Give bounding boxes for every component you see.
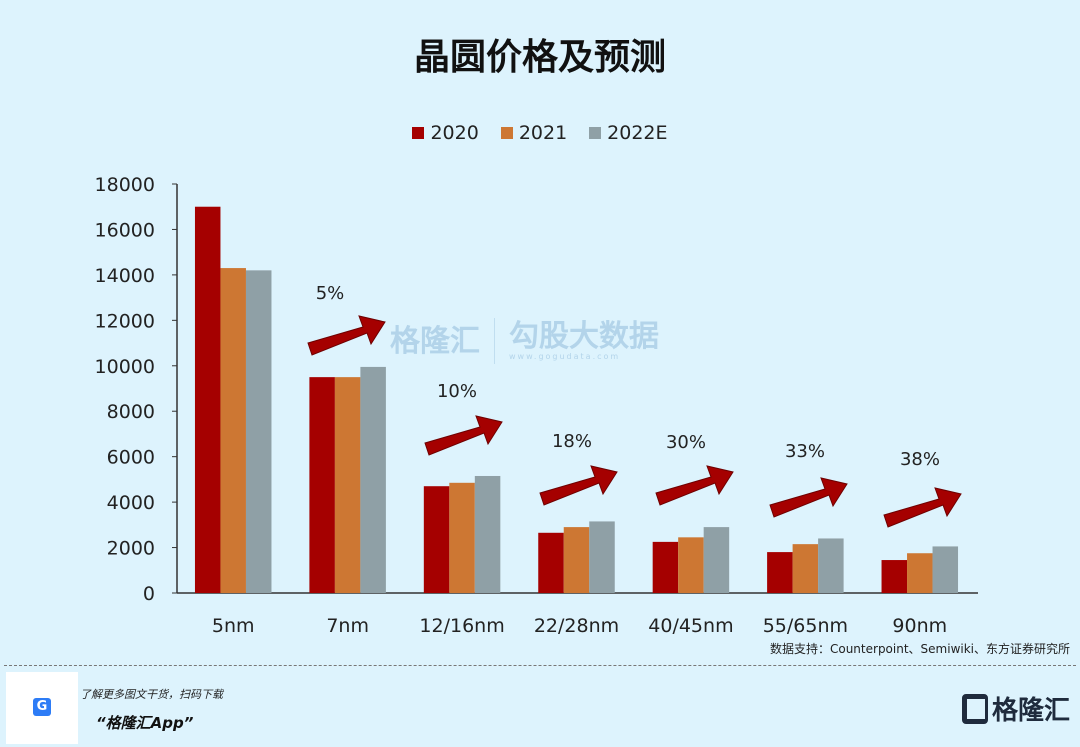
legend-swatch bbox=[589, 127, 602, 139]
bar-2020-40/45nm bbox=[652, 541, 679, 593]
trend-arrow-icon bbox=[307, 315, 386, 356]
watermark-divider bbox=[494, 318, 495, 364]
x-tick-label: 40/45nm bbox=[648, 615, 733, 637]
app-name: “格隆汇App” bbox=[96, 714, 194, 732]
bar-2021-55/65nm bbox=[792, 544, 819, 593]
y-tick-label: 10000 bbox=[95, 356, 155, 378]
y-tick-label: 4000 bbox=[107, 492, 155, 514]
bar-2021-40/45nm bbox=[678, 537, 704, 593]
growth-annotation: 18% bbox=[552, 431, 592, 452]
bar-2022E-90nm bbox=[932, 546, 959, 593]
bar-2020-7nm bbox=[309, 377, 335, 593]
chart-title: 晶圆价格及预测 bbox=[413, 37, 666, 78]
legend: 2020 2021 2022E bbox=[0, 122, 1080, 144]
bar-2021-7nm bbox=[334, 377, 361, 593]
watermark: 格隆汇 勾股大数据 www.gogudata.com bbox=[390, 318, 659, 364]
trend-arrow-icon bbox=[539, 465, 618, 506]
x-tick-label: 90nm bbox=[892, 615, 947, 637]
watermark-brand: 格隆汇 bbox=[390, 323, 480, 359]
bar-2022E-40/45nm bbox=[703, 527, 730, 593]
growth-annotation: 38% bbox=[900, 449, 940, 470]
trend-arrow-icon bbox=[655, 465, 734, 506]
bar-2021-12/16nm bbox=[449, 482, 475, 593]
bar-2020-12/16nm bbox=[423, 486, 450, 593]
legend-label: 2022E bbox=[607, 122, 668, 144]
legend-swatch bbox=[500, 127, 513, 139]
logo-text: 格隆汇 bbox=[991, 696, 1070, 726]
source-note: 数据支持：Counterpoint、Semiwiki、东方证券研究所 bbox=[769, 642, 1070, 656]
y-tick-label: 14000 bbox=[95, 265, 155, 287]
y-tick-label: 12000 bbox=[95, 310, 155, 332]
legend-label: 2020 bbox=[430, 122, 479, 144]
legend-swatch bbox=[412, 127, 425, 139]
trend-arrow-icon bbox=[769, 477, 848, 518]
x-tick-label: 7nm bbox=[326, 615, 369, 637]
bar-2021-22/28nm bbox=[563, 527, 590, 593]
y-tick-label: 6000 bbox=[107, 447, 155, 469]
growth-annotation: 10% bbox=[437, 381, 477, 402]
growth-annotation: 30% bbox=[666, 432, 706, 453]
growth-annotation: 5% bbox=[316, 283, 345, 304]
bar-2020-90nm bbox=[881, 560, 908, 593]
bar-2020-55/65nm bbox=[767, 552, 793, 593]
bar-2020-5nm bbox=[194, 206, 221, 593]
x-tick-label: 5nm bbox=[212, 615, 255, 637]
bar-2021-90nm bbox=[907, 553, 933, 593]
qr-logo-icon: G bbox=[33, 698, 51, 716]
watermark-url: www.gogudata.com bbox=[509, 352, 621, 362]
y-tick-label: 16000 bbox=[95, 219, 155, 241]
y-tick-label: 8000 bbox=[107, 401, 155, 423]
qr-code[interactable]: G bbox=[6, 672, 78, 744]
bar-2020-22/28nm bbox=[538, 532, 564, 593]
x-tick-label: 12/16nm bbox=[419, 615, 504, 637]
y-tick-label: 18000 bbox=[95, 174, 155, 196]
bar-2021-5nm bbox=[220, 268, 246, 593]
y-tick-label: 0 bbox=[143, 583, 155, 605]
trend-arrow-icon bbox=[883, 487, 962, 528]
legend-item-2022e: 2022E bbox=[589, 122, 668, 144]
footer-divider bbox=[4, 665, 1076, 666]
x-tick-label: 22/28nm bbox=[534, 615, 619, 637]
legend-item-2021: 2021 bbox=[500, 122, 568, 144]
growth-annotation: 33% bbox=[785, 441, 825, 462]
logo-g-icon bbox=[961, 693, 988, 724]
promo-text: 了解更多图文干货，扫码下载 bbox=[80, 688, 223, 701]
legend-item-2020: 2020 bbox=[412, 122, 479, 144]
y-tick-label: 2000 bbox=[107, 538, 155, 560]
bar-2022E-22/28nm bbox=[589, 521, 615, 593]
bar-2022E-12/16nm bbox=[474, 475, 501, 593]
legend-label: 2021 bbox=[518, 122, 568, 144]
bar-2022E-5nm bbox=[245, 270, 272, 593]
bar-2022E-7nm bbox=[360, 366, 386, 593]
x-tick-label: 55/65nm bbox=[763, 615, 848, 637]
brand-logo: 格隆汇 bbox=[961, 690, 1070, 727]
watermark-site: 勾股大数据 bbox=[509, 319, 659, 355]
trend-arrow-icon bbox=[424, 415, 503, 456]
bar-2022E-55/65nm bbox=[818, 538, 844, 593]
